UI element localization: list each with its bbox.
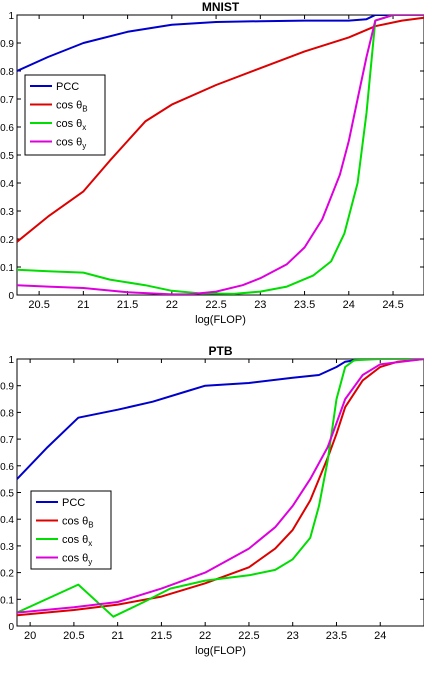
y-tick-label: 0.6 <box>0 462 14 473</box>
legend-entry-label: cos θy <box>62 553 92 567</box>
x-tick-label: 21 <box>112 630 124 642</box>
x-tick-label: 23.5 <box>326 630 347 642</box>
y-tick-label: 0.8 <box>0 67 14 78</box>
series-line-3 <box>17 359 424 618</box>
y-tick-label: 0.1 <box>0 263 14 274</box>
x-axis-label: log(FLOP) <box>195 314 246 326</box>
y-tick-label: 0.3 <box>0 207 14 218</box>
y-tick-label: 1 <box>8 11 14 22</box>
x-tick-label: 23.5 <box>294 299 315 311</box>
x-axis-label: log(FLOP) <box>195 645 246 657</box>
y-tick-label: 0.2 <box>0 235 14 246</box>
legend-entry-label: cos θx <box>62 534 92 548</box>
legend-entry-label: PCC <box>62 497 85 509</box>
x-tick-label: 23 <box>254 299 266 311</box>
y-tick-label: 1 <box>8 355 14 366</box>
series-line-1 <box>17 15 424 72</box>
y-tick-label: 0.4 <box>0 515 14 526</box>
x-tick-label: 20.5 <box>63 630 84 642</box>
y-tick-label: 0.2 <box>0 569 14 580</box>
series-line-4 <box>17 15 424 295</box>
y-tick-label: 0 <box>8 622 14 633</box>
series-line-2 <box>17 359 424 617</box>
legend-entry-label: cos θB <box>56 100 88 114</box>
series-line-4 <box>17 359 424 614</box>
y-tick-label: 0.9 <box>0 39 14 50</box>
x-tick-label: 20.5 <box>28 299 49 311</box>
chart-2: PTB 20 20.5 21 21.5 22 22.5 23 23.5 24 0 0.1 0.2 0.3 0… <box>0 344 424 657</box>
x-tick-label: 22.5 <box>205 299 226 311</box>
x-tick-label: 21 <box>77 299 89 311</box>
y-tick-label: 0.9 <box>0 382 14 393</box>
legend: PCC cos θB cos θx cos θy <box>30 490 112 570</box>
x-tick-label: 22 <box>166 299 178 311</box>
y-tick-label: 0.5 <box>0 151 14 162</box>
legend-box <box>30 490 112 570</box>
y-tick-label: 0.7 <box>0 95 14 106</box>
legend: PCC cos θB cos θx cos θy <box>24 74 106 156</box>
y-tick-label: 0.5 <box>0 489 14 500</box>
x-tick-label: 23 <box>287 630 299 642</box>
legend-entry-label: cos θB <box>62 516 94 530</box>
chart-title: MNIST <box>202 0 240 14</box>
x-tick-label: 24 <box>374 630 386 642</box>
legend-entry-label: cos θy <box>56 137 86 151</box>
x-tick-label: 21.5 <box>117 299 138 311</box>
y-tick-label: 0.3 <box>0 542 14 553</box>
legend-entry-label: cos θx <box>56 118 86 132</box>
y-tick-label: 0.1 <box>0 595 14 606</box>
x-tick-label: 22 <box>199 630 211 642</box>
y-tick-label: 0.6 <box>0 123 14 134</box>
y-tick-label: 0.7 <box>0 435 14 446</box>
y-tick-label: 0.4 <box>0 179 14 190</box>
x-tick-label: 22.5 <box>238 630 259 642</box>
x-tick-label: 21.5 <box>151 630 172 642</box>
y-tick-label: 0 <box>8 291 14 302</box>
x-tick-label: 20 <box>24 630 36 642</box>
y-tick-label: 0.8 <box>0 408 14 419</box>
series-line-3 <box>17 15 424 295</box>
legend-entry-label: PCC <box>56 81 79 93</box>
x-tick-label: 24.5 <box>382 299 403 311</box>
chart-1: MNIST 20.5 21 21.5 22 22.5 23 23.5 24 24.5 0 0.1 0.2… <box>0 0 424 326</box>
x-tick-label: 24 <box>343 299 355 311</box>
chart-title: PTB <box>209 344 233 358</box>
